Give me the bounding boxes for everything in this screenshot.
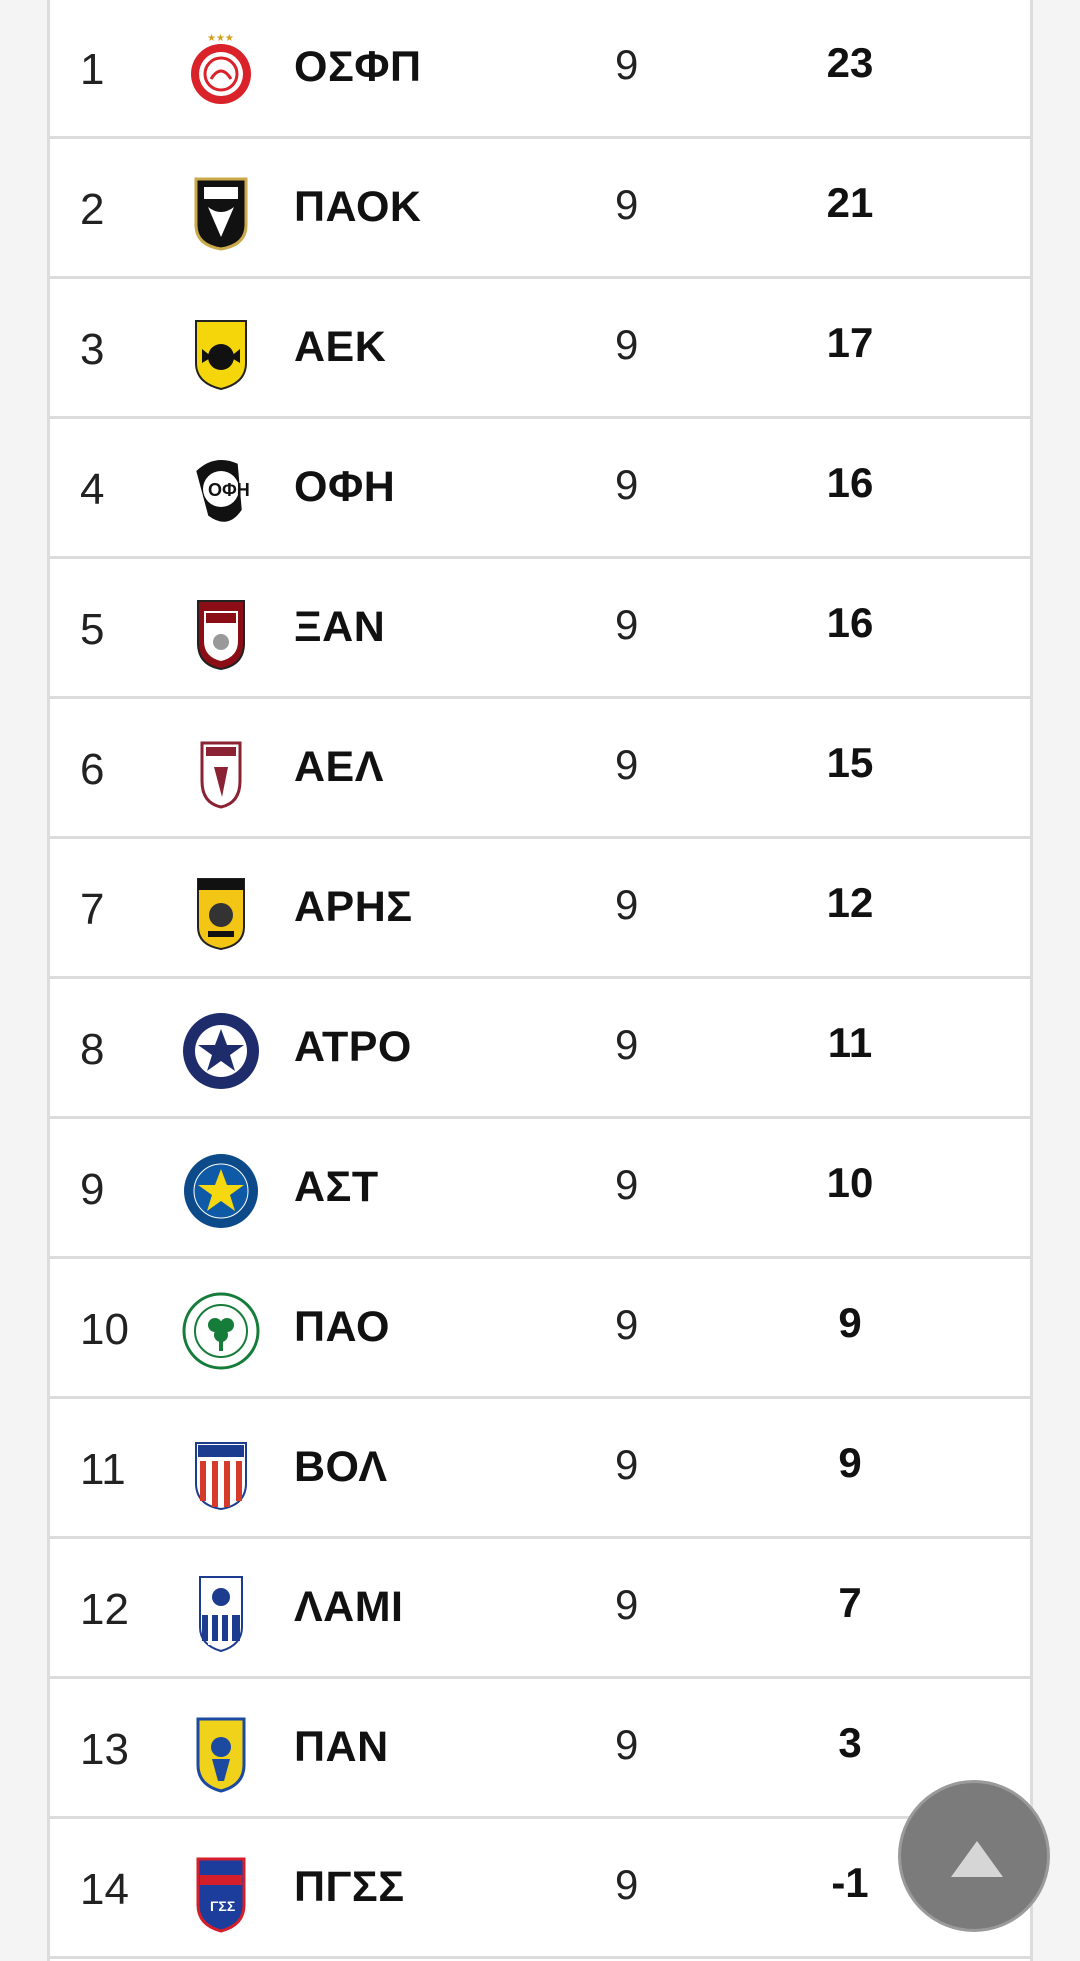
panetolikos-crest-icon	[178, 1707, 264, 1793]
matches-played: 9	[615, 1161, 639, 1208]
position-cell: 6	[80, 745, 105, 794]
standings-table: 1 ★★★ ΟΣΦΠ 9 23 2 ΠΑΟΚ 9 21 3 ΑΕΚ 9 17 4 ΟΦΗ ΟΦΗ 9 16 5 ΞΑΝ…	[47, 0, 1033, 1961]
table-row[interactable]: 5 ΞΑΝ 9 16	[50, 559, 1030, 699]
table-row[interactable]: 1 ★★★ ΟΣΦΠ 9 23	[50, 0, 1030, 139]
points: 10	[826, 1159, 874, 1206]
matches-played: 9	[615, 601, 639, 648]
team-name: ΠΑΟ	[294, 1303, 390, 1351]
matches-played: 9	[615, 1581, 639, 1628]
position-cell: 2	[80, 185, 105, 234]
ofi-crest-icon: ΟΦΗ	[178, 447, 264, 533]
team-name: ΟΦΗ	[294, 463, 396, 511]
table-row[interactable]: 2 ΠΑΟΚ 9 21	[50, 139, 1030, 279]
team-name: ΑΕΚ	[294, 323, 387, 371]
points: 3	[838, 1719, 862, 1766]
volos-crest-icon	[178, 1427, 264, 1513]
matches-played: 9	[615, 321, 639, 368]
panathinaikos-crest-icon	[178, 1287, 264, 1373]
team-name: ΑΤΡΟ	[294, 1023, 412, 1071]
points: 21	[826, 179, 874, 226]
points: 15	[826, 739, 874, 786]
points: -1	[831, 1859, 869, 1906]
position-cell: 12	[80, 1585, 129, 1634]
position-cell: 1	[80, 45, 105, 94]
team-name: ΑΡΗΣ	[294, 883, 413, 931]
position-cell: 3	[80, 325, 105, 374]
team-name: ΑΕΛ	[294, 743, 384, 791]
table-row[interactable]: 4 ΟΦΗ ΟΦΗ 9 16	[50, 419, 1030, 559]
team-name: ΠΓΣΣ	[294, 1863, 405, 1911]
team-name: ΠΑΝ	[294, 1723, 389, 1771]
table-row[interactable]: 6 ΑΕΛ 9 15	[50, 699, 1030, 839]
position-cell: 7	[80, 885, 105, 934]
team-name: ΑΣΤ	[294, 1163, 379, 1211]
position-cell: 13	[80, 1725, 129, 1774]
table-row[interactable]: 9 ΑΣΤ 9 10	[50, 1119, 1030, 1259]
team-name: ΟΣΦΠ	[294, 43, 422, 91]
position-cell: 8	[80, 1025, 105, 1074]
position-cell: 5	[80, 605, 105, 654]
matches-played: 9	[615, 1441, 639, 1488]
matches-played: 9	[615, 41, 639, 88]
position-cell: 11	[80, 1445, 126, 1494]
matches-played: 9	[615, 461, 639, 508]
aek-crest-icon	[178, 307, 264, 393]
points: 16	[826, 459, 874, 506]
table-row[interactable]: 7 ΑΡΗΣ 9 12	[50, 839, 1030, 979]
team-name: ΒΟΛ	[294, 1443, 388, 1491]
triangle-up-icon	[951, 1841, 1003, 1877]
points: 11	[827, 1019, 873, 1066]
points: 9	[838, 1299, 862, 1346]
team-name: ΛΑΜΙ	[294, 1583, 404, 1631]
lamia-crest-icon	[178, 1567, 264, 1653]
matches-played: 9	[615, 181, 639, 228]
svg-text:★★★: ★★★	[207, 33, 234, 44]
points: 7	[838, 1579, 862, 1626]
points: 17	[826, 319, 874, 366]
asteras-crest-icon	[178, 1147, 264, 1233]
position-cell: 9	[80, 1165, 105, 1214]
scroll-to-top-button[interactable]	[898, 1780, 1050, 1932]
position-cell: 14	[80, 1865, 129, 1914]
matches-played: 9	[615, 1721, 639, 1768]
xanthi-crest-icon	[178, 587, 264, 673]
table-row[interactable]: 11 ΒΟΛ 9 9	[50, 1399, 1030, 1539]
matches-played: 9	[615, 1021, 639, 1068]
table-row[interactable]: 14 ΓΣΣ ΠΓΣΣ 9 -1	[50, 1819, 1030, 1959]
position-cell: 4	[80, 465, 105, 514]
table-row[interactable]: 13 ΠΑΝ 9 3	[50, 1679, 1030, 1819]
matches-played: 9	[615, 741, 639, 788]
table-row[interactable]: 10 ΠΑΟ 9 9	[50, 1259, 1030, 1399]
points: 16	[826, 599, 874, 646]
svg-text:ΓΣΣ: ΓΣΣ	[210, 1898, 235, 1914]
points: 9	[838, 1439, 862, 1486]
aris-crest-icon	[178, 867, 264, 953]
team-name: ΠΑΟΚ	[294, 183, 422, 231]
ael-crest-icon	[178, 727, 264, 813]
matches-played: 9	[615, 1301, 639, 1348]
olympiacos-crest-icon: ★★★	[178, 27, 264, 113]
points: 23	[826, 39, 874, 86]
matches-played: 9	[615, 1861, 639, 1908]
paok-crest-icon	[178, 167, 264, 253]
table-row[interactable]: 12 ΛΑΜΙ 9 7	[50, 1539, 1030, 1679]
points: 12	[826, 879, 874, 926]
atromitos-crest-icon	[178, 1007, 264, 1093]
table-row[interactable]: 3 ΑΕΚ 9 17	[50, 279, 1030, 419]
matches-played: 9	[615, 881, 639, 928]
table-row[interactable]: 8 ΑΤΡΟ 9 11	[50, 979, 1030, 1119]
panionios-crest-icon: ΓΣΣ	[178, 1847, 264, 1933]
team-name: ΞΑΝ	[294, 603, 386, 651]
position-cell: 10	[80, 1305, 129, 1354]
svg-text:ΟΦΗ: ΟΦΗ	[208, 480, 250, 500]
